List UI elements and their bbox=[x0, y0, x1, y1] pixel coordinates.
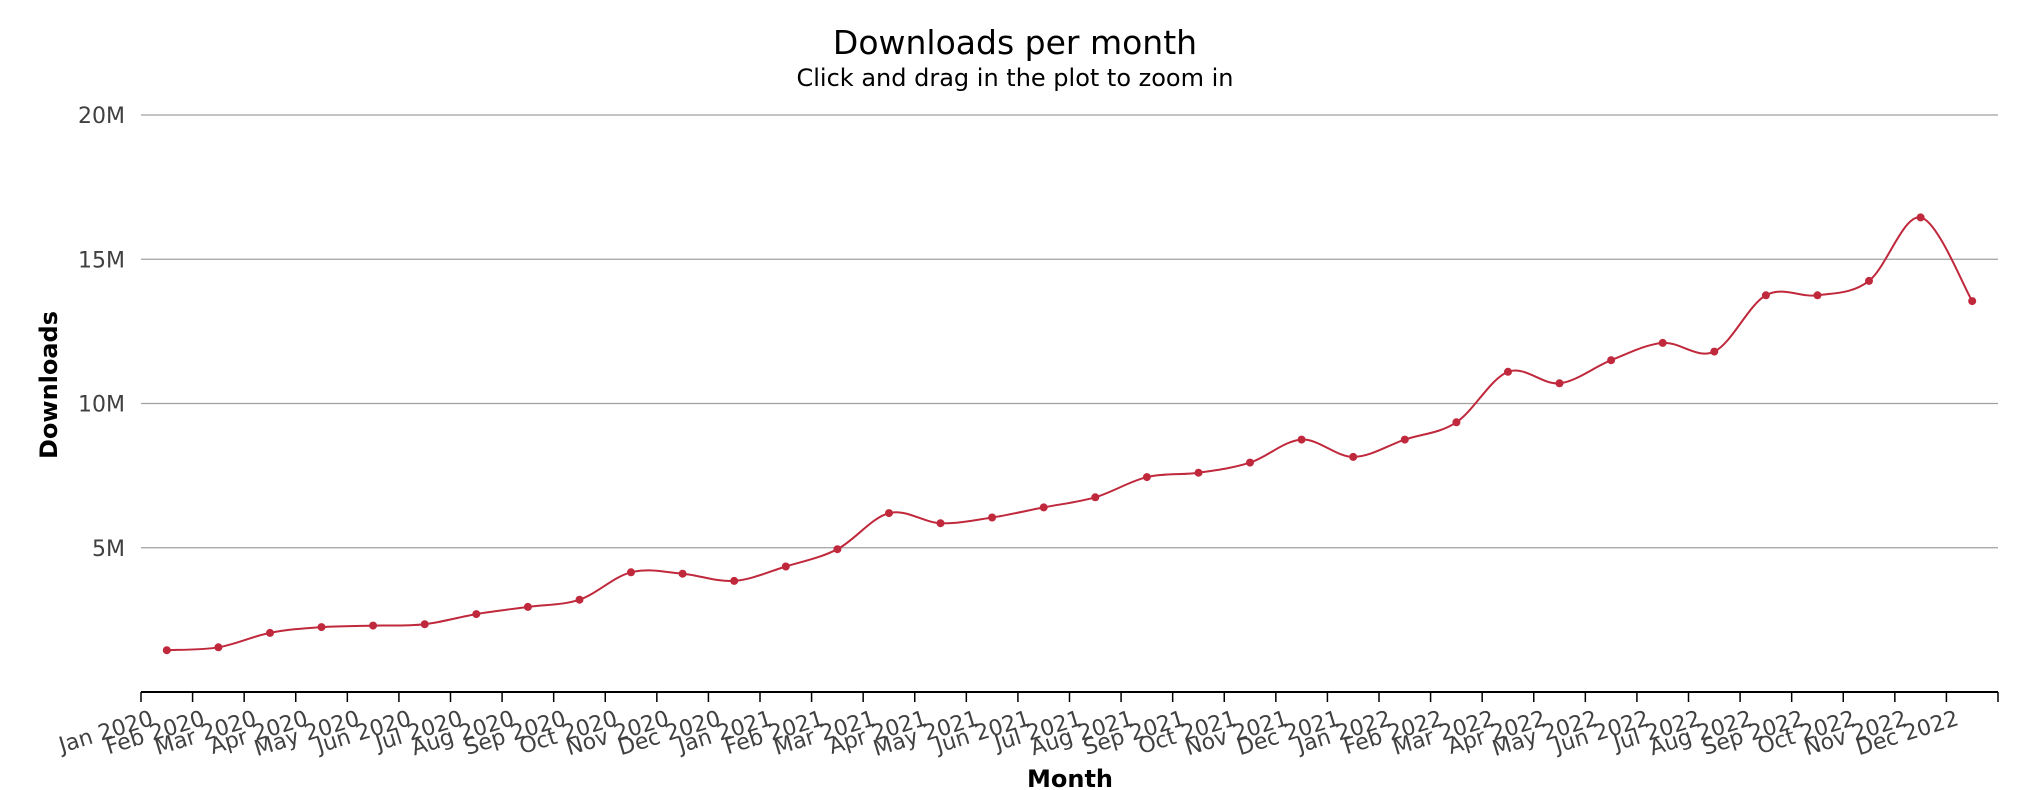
data-point-mar-2020[interactable] bbox=[266, 628, 274, 637]
data-point-may-2020[interactable] bbox=[369, 621, 378, 630]
data-point-may-2021[interactable] bbox=[988, 513, 997, 522]
data-point-apr-2021[interactable] bbox=[936, 519, 945, 528]
data-point-dec-2020[interactable] bbox=[730, 576, 739, 585]
data-point-oct-2020[interactable] bbox=[627, 568, 635, 577]
y-tick-label: 5M bbox=[92, 537, 125, 562]
data-point-nov-2021[interactable] bbox=[1297, 435, 1306, 444]
y-tick-label: 10M bbox=[78, 393, 125, 418]
data-point-jul-2022[interactable] bbox=[1710, 347, 1719, 356]
chart-title: Downloads per month bbox=[833, 23, 1197, 62]
data-point-sep-2022[interactable] bbox=[1813, 291, 1822, 300]
data-point-jun-2021[interactable] bbox=[1039, 503, 1048, 512]
y-tick-label: 20M bbox=[78, 104, 125, 129]
data-point-oct-2022[interactable] bbox=[1865, 276, 1873, 285]
data-point-feb-2021[interactable] bbox=[833, 545, 842, 554]
x-tick-label: Dec 2022 bbox=[1853, 706, 1961, 761]
data-point-sep-2020[interactable] bbox=[575, 595, 584, 604]
data-point-jun-2020[interactable] bbox=[420, 620, 429, 629]
data-point-feb-2020[interactable] bbox=[214, 643, 223, 652]
data-point-mar-2022[interactable] bbox=[1504, 367, 1512, 376]
data-point-jul-2020[interactable] bbox=[472, 610, 481, 619]
data-points bbox=[162, 213, 1977, 655]
gridlines bbox=[141, 114, 1998, 549]
data-point-mar-2021[interactable] bbox=[885, 509, 893, 518]
chart-subtitle: Click and drag in the plot to zoom in bbox=[797, 64, 1234, 92]
data-point-apr-2020[interactable] bbox=[317, 623, 326, 632]
data-point-feb-2022[interactable] bbox=[1452, 418, 1461, 427]
data-point-sep-2021[interactable] bbox=[1194, 468, 1203, 477]
y-axis-title: Downloads bbox=[35, 311, 63, 459]
data-point-jun-2022[interactable] bbox=[1658, 338, 1667, 347]
data-point-jan-2020[interactable] bbox=[162, 646, 171, 655]
data-point-aug-2021[interactable] bbox=[1142, 473, 1151, 482]
data-point-nov-2022[interactable] bbox=[1916, 213, 1925, 222]
data-point-may-2022[interactable] bbox=[1607, 356, 1616, 365]
downloads-series-line bbox=[166, 216, 1974, 652]
data-point-oct-2021[interactable] bbox=[1246, 458, 1254, 467]
data-point-nov-2020[interactable] bbox=[678, 569, 687, 578]
y-axis-tick-labels: 5M 10M 15M 20M bbox=[78, 104, 125, 562]
data-point-aug-2022[interactable] bbox=[1761, 291, 1770, 300]
data-point-jul-2021[interactable] bbox=[1091, 493, 1100, 502]
y-tick-label: 15M bbox=[78, 248, 125, 273]
data-point-jan-2022[interactable] bbox=[1400, 435, 1409, 444]
x-axis-title: Month bbox=[1027, 765, 1113, 790]
data-point-dec-2022[interactable] bbox=[1968, 297, 1977, 306]
data-point-aug-2020[interactable] bbox=[523, 602, 532, 611]
data-point-jan-2021[interactable] bbox=[781, 562, 790, 571]
data-point-apr-2022[interactable] bbox=[1555, 379, 1564, 388]
data-point-dec-2021[interactable] bbox=[1349, 452, 1358, 461]
